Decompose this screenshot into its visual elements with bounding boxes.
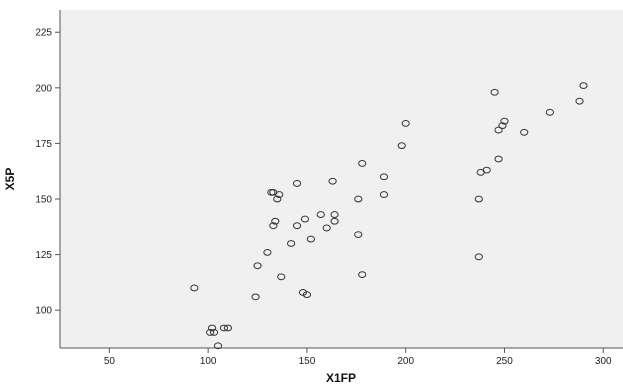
y-tick-label: 175 — [35, 139, 52, 150]
data-point — [482, 166, 491, 174]
data-point — [219, 324, 229, 332]
data-point — [358, 160, 367, 167]
data-point — [287, 240, 296, 247]
data-point — [277, 273, 286, 281]
data-point — [330, 217, 339, 225]
data-point — [251, 293, 260, 301]
x-tick-label: 300 — [595, 356, 612, 367]
data-point — [354, 231, 363, 238]
data-point — [500, 117, 509, 125]
data-point — [354, 195, 363, 203]
y-tick-label: 125 — [35, 250, 52, 261]
y-tick-label: 200 — [35, 83, 52, 94]
data-point — [397, 142, 406, 150]
x-tick-label: 200 — [397, 356, 414, 367]
data-point — [474, 195, 483, 203]
x-tick-label: 50 — [104, 356, 116, 367]
data-point — [579, 82, 588, 90]
data-point — [498, 122, 507, 130]
x-tick-label: 150 — [299, 356, 316, 367]
data-point — [306, 235, 315, 243]
data-point — [213, 342, 223, 350]
data-point — [269, 222, 278, 230]
data-point — [358, 271, 367, 279]
data-point — [322, 224, 331, 232]
data-point — [379, 191, 389, 198]
data-points — [190, 82, 588, 350]
data-point — [545, 108, 555, 116]
x-tick-label: 100 — [200, 356, 217, 367]
data-point — [190, 284, 199, 292]
data-point — [316, 211, 325, 218]
data-point — [209, 329, 219, 336]
data-point — [575, 97, 584, 105]
data-point — [520, 128, 529, 136]
data-point — [494, 155, 503, 163]
data-point — [223, 324, 233, 332]
data-point — [474, 253, 483, 261]
plot-area — [60, 10, 623, 348]
data-point — [206, 329, 215, 336]
y-tick-label: 100 — [35, 306, 52, 317]
data-point — [490, 88, 499, 96]
axes — [59, 10, 623, 349]
data-point — [271, 217, 280, 225]
data-point — [330, 211, 339, 218]
x-axis-title: X1FP — [326, 371, 356, 385]
data-point — [494, 126, 503, 134]
y-tick-label: 150 — [35, 195, 52, 206]
data-point — [253, 262, 262, 270]
data-point — [263, 248, 272, 256]
data-point — [273, 195, 282, 203]
y-tick-label: 225 — [35, 28, 52, 39]
data-point — [328, 177, 337, 185]
tick-group: 50 100 150 200 250 300 100 125 150 175 200 225 — [35, 28, 612, 367]
data-point — [300, 215, 310, 223]
y-axis-title: X5P — [3, 168, 17, 191]
data-point — [208, 324, 217, 332]
data-point — [292, 222, 302, 230]
data-point — [379, 173, 389, 181]
data-point — [401, 120, 410, 127]
data-point — [302, 291, 312, 299]
data-point — [275, 191, 284, 198]
x-tick-label: 250 — [496, 356, 513, 367]
data-point — [292, 180, 302, 187]
